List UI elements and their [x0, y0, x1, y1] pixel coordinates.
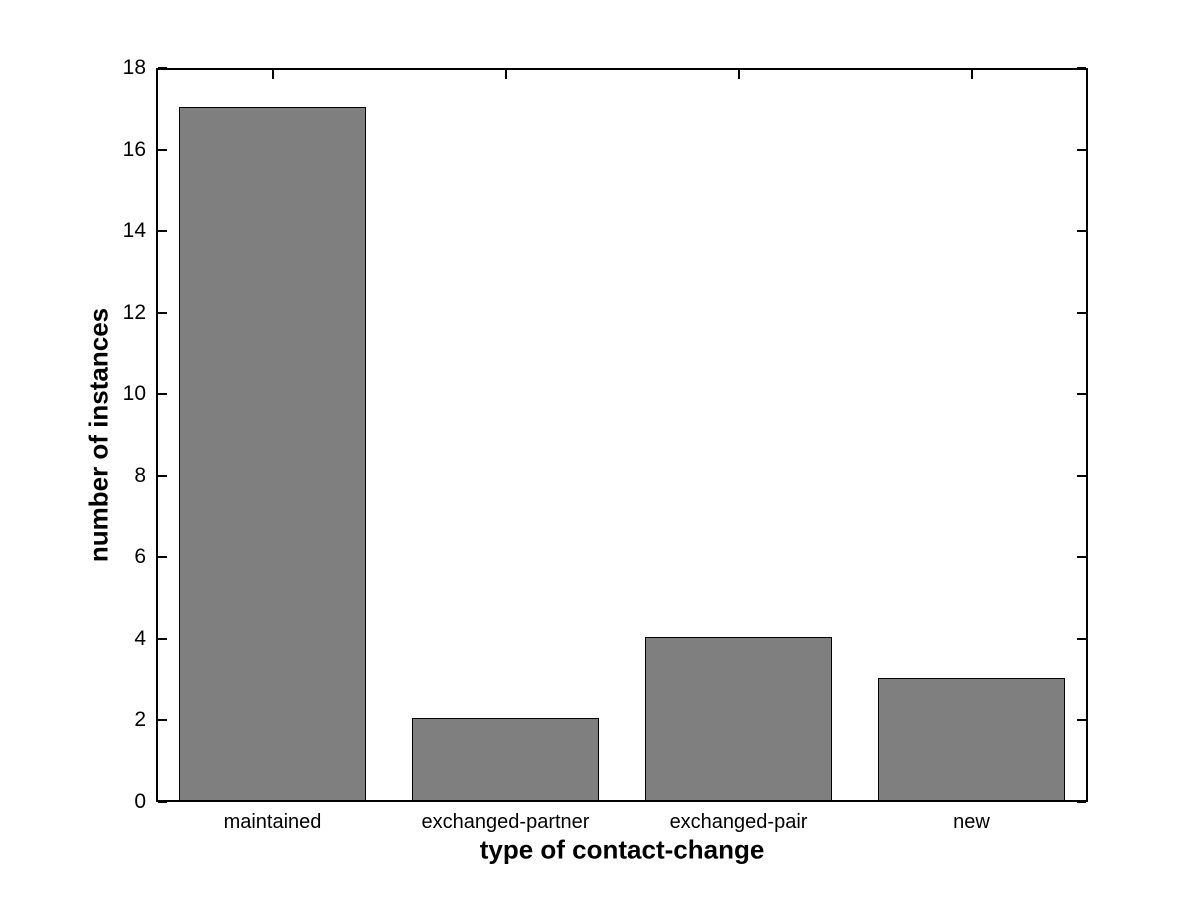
y-tick-right	[1077, 148, 1086, 151]
y-axis-label: number of instances	[83, 307, 114, 563]
y-tick-left	[158, 311, 167, 314]
x-axis-label: type of contact-change	[479, 834, 765, 865]
x-tick-label: exchanged-partner	[421, 811, 590, 833]
x-tick-label: new	[953, 811, 990, 833]
y-tick-label: 18	[122, 56, 146, 79]
y-tick-right	[1077, 556, 1086, 559]
y-tick-label: 6	[134, 545, 146, 569]
y-tick-left	[158, 67, 167, 69]
y-tick-left	[158, 556, 167, 559]
y-tick-left	[158, 474, 167, 477]
y-tick-right	[1077, 801, 1086, 803]
y-tick-label: 16	[122, 137, 146, 161]
y-tick-right	[1077, 719, 1086, 722]
y-tick-right	[1077, 67, 1086, 69]
y-tick-left	[158, 637, 167, 640]
y-tick-label: 2	[134, 708, 146, 732]
y-tick-left	[158, 393, 167, 396]
x-tick-top	[271, 70, 274, 79]
x-tick-top	[970, 70, 973, 79]
y-tick-left	[158, 148, 167, 151]
y-tick-right	[1077, 311, 1086, 314]
y-tick-label: 8	[134, 463, 146, 487]
bar	[878, 677, 1065, 800]
plot-area	[156, 67, 1088, 803]
y-tick-left	[158, 719, 167, 722]
y-tick-label: 14	[122, 219, 146, 243]
y-tick-left	[158, 230, 167, 233]
y-tick-label: 0	[134, 790, 146, 813]
y-tick-label: 10	[122, 382, 146, 406]
bar	[179, 106, 366, 800]
x-tick-label: exchanged-pair	[669, 811, 808, 833]
x-tick-label: maintained	[223, 811, 322, 833]
y-tick-label: 12	[122, 300, 146, 324]
y-tick-right	[1077, 474, 1086, 477]
y-tick-right	[1077, 637, 1086, 640]
x-tick-top	[504, 70, 507, 79]
y-tick-right	[1077, 230, 1086, 233]
bar	[645, 636, 832, 800]
y-tick-right	[1077, 393, 1086, 396]
bar	[412, 718, 599, 800]
y-tick-left	[158, 801, 167, 803]
x-tick-top	[737, 70, 740, 79]
y-tick-label: 4	[134, 626, 146, 650]
